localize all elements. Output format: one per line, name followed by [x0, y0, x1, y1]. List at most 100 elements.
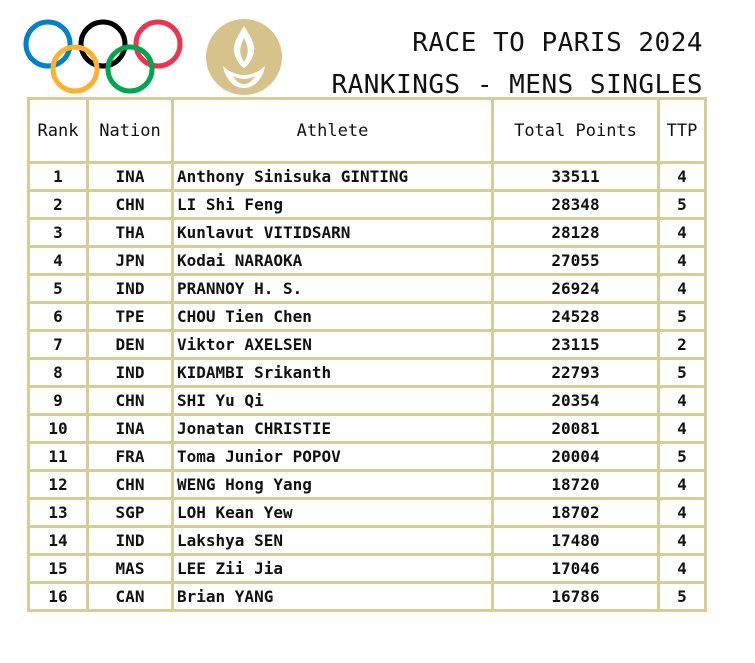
header-total-points: Total Points: [491, 97, 660, 164]
cell-athlete: SHI Yu Qi: [171, 385, 494, 416]
cell-athlete: Jonatan CHRISTIE: [171, 413, 494, 444]
cell-athlete: LEE Zii Jia: [171, 553, 494, 584]
table-header-row: Rank Nation Athlete Total Points TTP: [27, 97, 707, 164]
cell-nation: CAN: [86, 581, 174, 612]
cell-athlete: LI Shi Feng: [171, 189, 494, 220]
header-athlete: Athlete: [171, 97, 494, 164]
cell-ttp: 4: [657, 273, 707, 304]
cell-nation: DEN: [86, 329, 174, 360]
page-subtitle: RANKINGS - MENS SINGLES: [331, 70, 703, 100]
cell-total-points: 18720: [491, 469, 660, 500]
cell-nation: INA: [86, 161, 174, 192]
cell-rank: 12: [27, 469, 89, 500]
cell-ttp: 4: [657, 217, 707, 248]
cell-athlete: Toma Junior POPOV: [171, 441, 494, 472]
cell-rank: 13: [27, 497, 89, 528]
ring-blue: [23, 19, 73, 69]
table-row: 6 TPE CHOU Tien Chen 24528 5: [27, 301, 707, 332]
cell-nation: CHN: [86, 189, 174, 220]
cell-athlete: Kunlavut VITIDSARN: [171, 217, 494, 248]
table-row: 16 CAN Brian YANG 16786 5: [27, 581, 707, 612]
cell-ttp: 4: [657, 413, 707, 444]
table-row: 1 INA Anthony Sinisuka GINTING 33511 4: [27, 161, 707, 192]
table-row: 10 INA Jonatan CHRISTIE 20081 4: [27, 413, 707, 444]
cell-total-points: 16786: [491, 581, 660, 612]
cell-rank: 14: [27, 525, 89, 556]
cell-total-points: 20354: [491, 385, 660, 416]
cell-rank: 5: [27, 273, 89, 304]
cell-athlete: PRANNOY H. S.: [171, 273, 494, 304]
cell-nation: THA: [86, 217, 174, 248]
cell-ttp: 4: [657, 385, 707, 416]
table-row: 8 IND KIDAMBI Srikanth 22793 5: [27, 357, 707, 388]
cell-rank: 7: [27, 329, 89, 360]
cell-nation: IND: [86, 357, 174, 388]
cell-nation: IND: [86, 525, 174, 556]
cell-total-points: 17480: [491, 525, 660, 556]
cell-athlete: WENG Hong Yang: [171, 469, 494, 500]
cell-total-points: 33511: [491, 161, 660, 192]
cell-athlete: Brian YANG: [171, 581, 494, 612]
table-row: 3 THA Kunlavut VITIDSARN 28128 4: [27, 217, 707, 248]
table-row: 5 IND PRANNOY H. S. 26924 4: [27, 273, 707, 304]
header-rank: Rank: [27, 97, 89, 164]
cell-ttp: 4: [657, 525, 707, 556]
cell-rank: 6: [27, 301, 89, 332]
cell-ttp: 4: [657, 497, 707, 528]
table-row: 4 JPN Kodai NARAOKA 27055 4: [27, 245, 707, 276]
cell-rank: 8: [27, 357, 89, 388]
cell-athlete: LOH Kean Yew: [171, 497, 494, 528]
cell-athlete: KIDAMBI Srikanth: [171, 357, 494, 388]
header-ttp: TTP: [657, 97, 707, 164]
cell-rank: 9: [27, 385, 89, 416]
cell-rank: 1: [27, 161, 89, 192]
cell-nation: FRA: [86, 441, 174, 472]
cell-ttp: 5: [657, 301, 707, 332]
cell-rank: 10: [27, 413, 89, 444]
cell-ttp: 4: [657, 469, 707, 500]
cell-nation: CHN: [86, 385, 174, 416]
cell-total-points: 28128: [491, 217, 660, 248]
cell-nation: JPN: [86, 245, 174, 276]
table-row: 15 MAS LEE Zii Jia 17046 4: [27, 553, 707, 584]
cell-total-points: 23115: [491, 329, 660, 360]
cell-athlete: CHOU Tien Chen: [171, 301, 494, 332]
cell-rank: 2: [27, 189, 89, 220]
cell-total-points: 24528: [491, 301, 660, 332]
ring-yellow: [50, 44, 100, 94]
page-title: RACE TO PARIS 2024: [412, 28, 703, 58]
cell-athlete: Viktor AXELSEN: [171, 329, 494, 360]
cell-total-points: 27055: [491, 245, 660, 276]
cell-total-points: 22793: [491, 357, 660, 388]
table-row: 2 CHN LI Shi Feng 28348 5: [27, 189, 707, 220]
table-row: 12 CHN WENG Hong Yang 18720 4: [27, 469, 707, 500]
cell-rank: 16: [27, 581, 89, 612]
table-row: 11 FRA Toma Junior POPOV 20004 5: [27, 441, 707, 472]
cell-total-points: 20004: [491, 441, 660, 472]
cell-ttp: 5: [657, 441, 707, 472]
cell-nation: CHN: [86, 469, 174, 500]
ring-black: [78, 19, 128, 69]
cell-rank: 15: [27, 553, 89, 584]
cell-total-points: 28348: [491, 189, 660, 220]
olympic-rings-icon: [23, 19, 183, 94]
cell-athlete: Kodai NARAOKA: [171, 245, 494, 276]
cell-total-points: 18702: [491, 497, 660, 528]
cell-ttp: 4: [657, 161, 707, 192]
cell-athlete: Anthony Sinisuka GINTING: [171, 161, 494, 192]
cell-rank: 3: [27, 217, 89, 248]
cell-rank: 11: [27, 441, 89, 472]
cell-nation: TPE: [86, 301, 174, 332]
ring-green: [105, 44, 155, 94]
cell-ttp: 5: [657, 189, 707, 220]
table-row: 13 SGP LOH Kean Yew 18702 4: [27, 497, 707, 528]
header-nation: Nation: [86, 97, 174, 164]
cell-total-points: 17046: [491, 553, 660, 584]
rankings-table: Rank Nation Athlete Total Points TTP 1 IN…: [27, 97, 707, 612]
cell-nation: IND: [86, 273, 174, 304]
table-row: 14 IND Lakshya SEN 17480 4: [27, 525, 707, 556]
cell-ttp: 5: [657, 581, 707, 612]
cell-ttp: 5: [657, 357, 707, 388]
cell-ttp: 4: [657, 245, 707, 276]
table-row: 7 DEN Viktor AXELSEN 23115 2: [27, 329, 707, 360]
